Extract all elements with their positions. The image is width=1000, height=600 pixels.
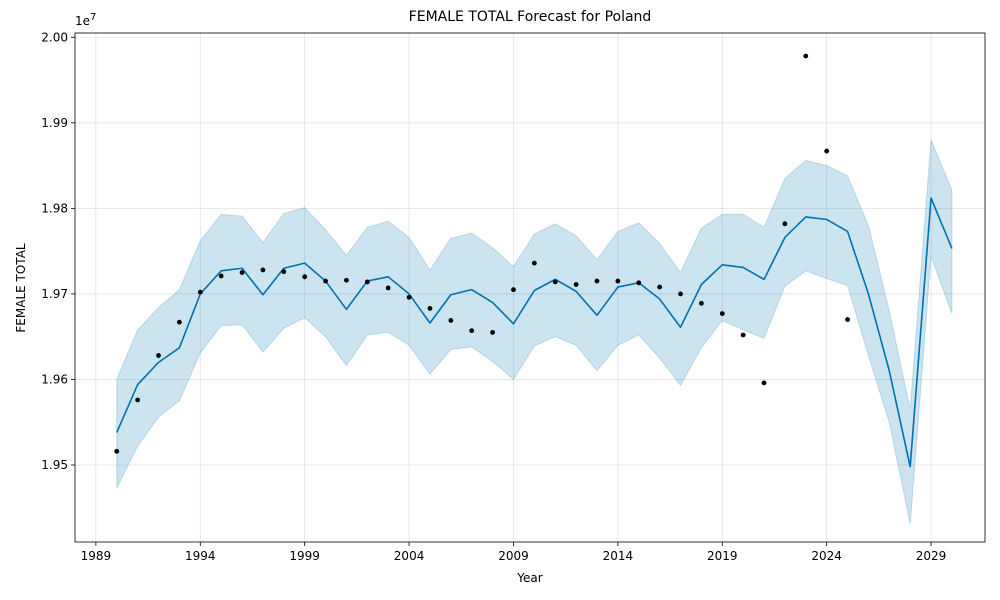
y-tick-label: 2.00 <box>41 30 68 44</box>
observed-point <box>490 330 495 335</box>
observed-point <box>239 270 245 275</box>
observed-point <box>323 278 328 284</box>
observed-point <box>594 278 600 284</box>
observed-point <box>552 279 558 285</box>
x-axis-label: Year <box>516 571 542 585</box>
y-axis-label: FEMALE TOTAL <box>14 243 28 333</box>
observed-points-group <box>114 53 850 454</box>
uncertainty-band-group <box>116 139 953 525</box>
y-axis-offset-exponent: 7 <box>90 12 96 23</box>
observed-point <box>803 53 809 59</box>
observed-point <box>448 318 454 323</box>
observed-point <box>156 353 161 358</box>
observed-point <box>845 317 850 322</box>
y-tick-label: 1.99 <box>41 116 68 130</box>
observed-point <box>615 278 621 284</box>
observed-point <box>469 328 475 334</box>
x-tick-label: 2019 <box>707 549 738 563</box>
x-tick-label: 1989 <box>81 549 112 563</box>
observed-point <box>281 269 287 275</box>
x-tick-label: 2029 <box>916 549 947 563</box>
observed-point <box>218 273 224 279</box>
observed-point <box>114 448 120 454</box>
plot-frame <box>74 32 986 543</box>
observed-point <box>511 287 516 293</box>
observed-point <box>782 221 788 227</box>
observed-point <box>824 148 830 154</box>
observed-point <box>385 285 391 291</box>
x-tick-label: 1994 <box>185 549 216 563</box>
forecast-line <box>116 197 953 468</box>
observed-point <box>636 280 642 286</box>
y-tick-label: 1.95 <box>41 458 68 472</box>
forecast-line-group <box>116 197 953 468</box>
observed-point <box>177 319 182 325</box>
x-tick-label: 1999 <box>289 549 320 563</box>
observed-point <box>761 380 767 386</box>
observed-point <box>364 279 370 285</box>
observed-point <box>260 267 266 273</box>
observed-point <box>197 289 203 295</box>
observed-point <box>344 277 349 283</box>
observed-point <box>406 294 412 300</box>
y-axis-offset-label: 1e7 <box>75 12 96 28</box>
x-tick-label: 2004 <box>394 549 425 563</box>
observed-point <box>302 274 308 280</box>
y-tick-label: 1.96 <box>41 372 68 386</box>
observed-point <box>657 284 663 290</box>
observed-point <box>573 282 579 287</box>
observed-point <box>740 332 746 338</box>
x-tick-label: 2024 <box>811 549 842 563</box>
observed-point <box>698 300 704 306</box>
y-tick-label: 1.97 <box>41 287 68 301</box>
x-tick-label: 2014 <box>603 549 634 563</box>
observed-point <box>678 291 683 297</box>
axes: 1989 1994 1999 2004 2009 2014 2019 2024 2029 1.95… <box>41 30 986 563</box>
uncertainty-band <box>116 139 953 525</box>
x-tick-label: 2009 <box>498 549 529 563</box>
observed-point <box>531 260 537 266</box>
y-tick-label: 1.98 <box>41 201 68 215</box>
observed-point <box>135 397 141 403</box>
observed-point <box>427 306 433 311</box>
chart-title: FEMALE TOTAL Forecast for Poland <box>409 9 652 25</box>
observed-point <box>719 311 725 316</box>
